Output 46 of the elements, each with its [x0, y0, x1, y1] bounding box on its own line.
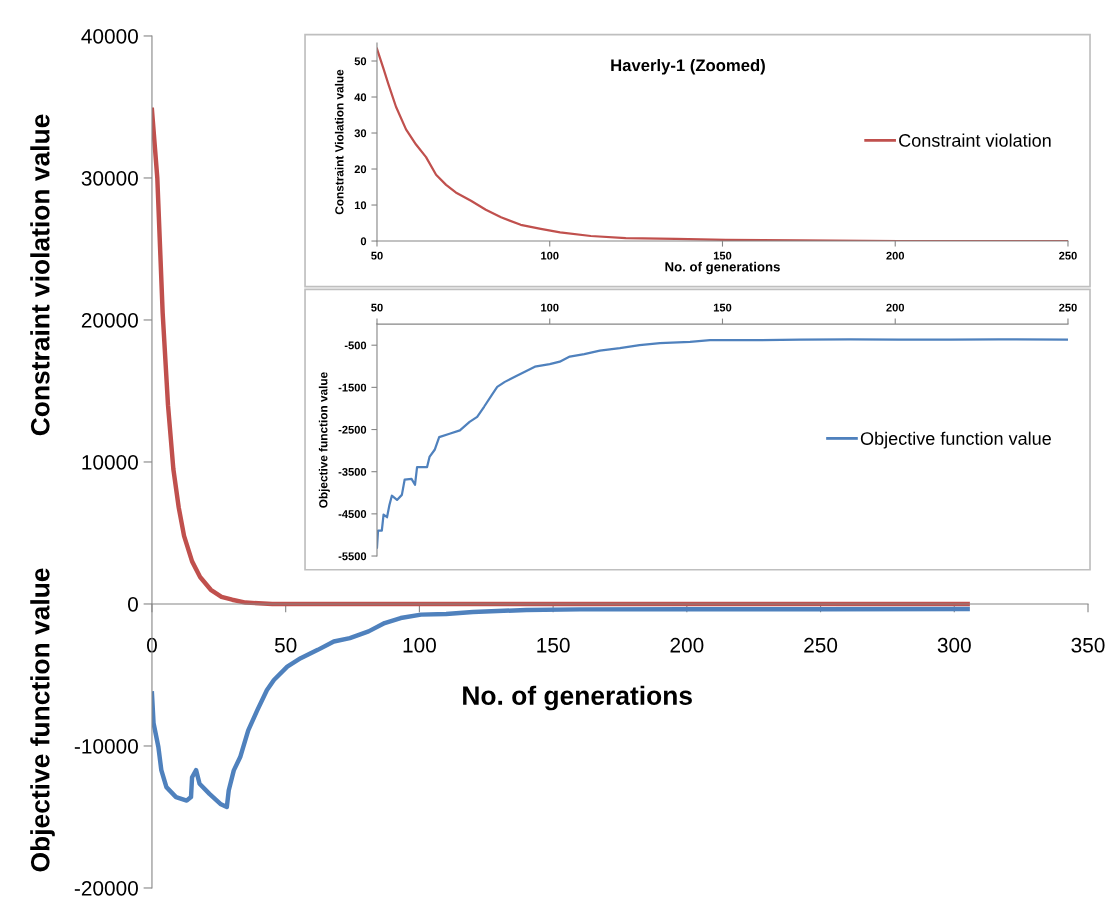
x-tick-label: 200 [886, 251, 905, 260]
y-tick-label: -1500 [338, 383, 367, 392]
y-tick-label: 40 [354, 93, 367, 102]
x-tick-label: 250 [1059, 303, 1077, 312]
text: Objective function value [30, 568, 55, 872]
x-tick-label: 200 [670, 637, 704, 653]
x-tick-label: 100 [541, 251, 559, 260]
x-tick-label: 150 [713, 303, 732, 312]
legend-label: Objective function value [860, 431, 1051, 449]
y-tick-label: -4500 [338, 510, 367, 518]
y-tick-label: -500 [344, 341, 367, 350]
y-tick-label: 20 [354, 165, 367, 174]
x-tick-label: 350 [1071, 637, 1105, 653]
x-tick-label: 150 [713, 251, 732, 260]
x-tick-label: 250 [804, 637, 838, 653]
y-axis-title: Constraint violation value [30, 114, 50, 436]
y-tick-label: -20000 [74, 880, 138, 896]
x-tick-label: 0 [146, 637, 157, 653]
y-tick-label: -10000 [74, 738, 138, 754]
y-tick-label: 0 [127, 596, 138, 612]
x-tick-label: 200 [886, 303, 905, 312]
y-tick-label: -2500 [338, 425, 367, 434]
x-tick-label: 100 [403, 637, 436, 653]
y-tick-label: -3500 [338, 467, 367, 476]
x-tick-label: 50 [274, 637, 297, 653]
y-axis-title: Objective function value [318, 372, 330, 508]
text: Haverly-1 (Zoomed) [611, 59, 765, 75]
y-tick-label: 20000 [81, 312, 138, 328]
x-tick-label: 50 [371, 303, 383, 312]
x-tick-label: 50 [371, 251, 383, 260]
x-tick-label: 150 [537, 637, 570, 653]
y-tick-label: 10000 [82, 454, 138, 470]
x-tick-label: 300 [937, 637, 971, 653]
y-tick-label: 30 [354, 129, 367, 138]
y-tick-label: 50 [354, 57, 367, 66]
y-tick-label: 10 [354, 201, 367, 210]
x-tick-label: 100 [541, 303, 559, 312]
y-tick-label: 40000 [81, 28, 138, 44]
x-axis-title: No. of generations [463, 685, 692, 711]
y-tick-label: 30000 [81, 170, 138, 186]
y-tick-label: -5500 [338, 552, 367, 561]
y-tick-label: 0 [360, 237, 367, 246]
x-axis-title: No. of generations [665, 261, 780, 275]
x-tick-label: 250 [1059, 251, 1077, 260]
legend-label: Constraint violation [899, 133, 1051, 147]
y-axis-title: Constraint Violation value [334, 69, 344, 215]
